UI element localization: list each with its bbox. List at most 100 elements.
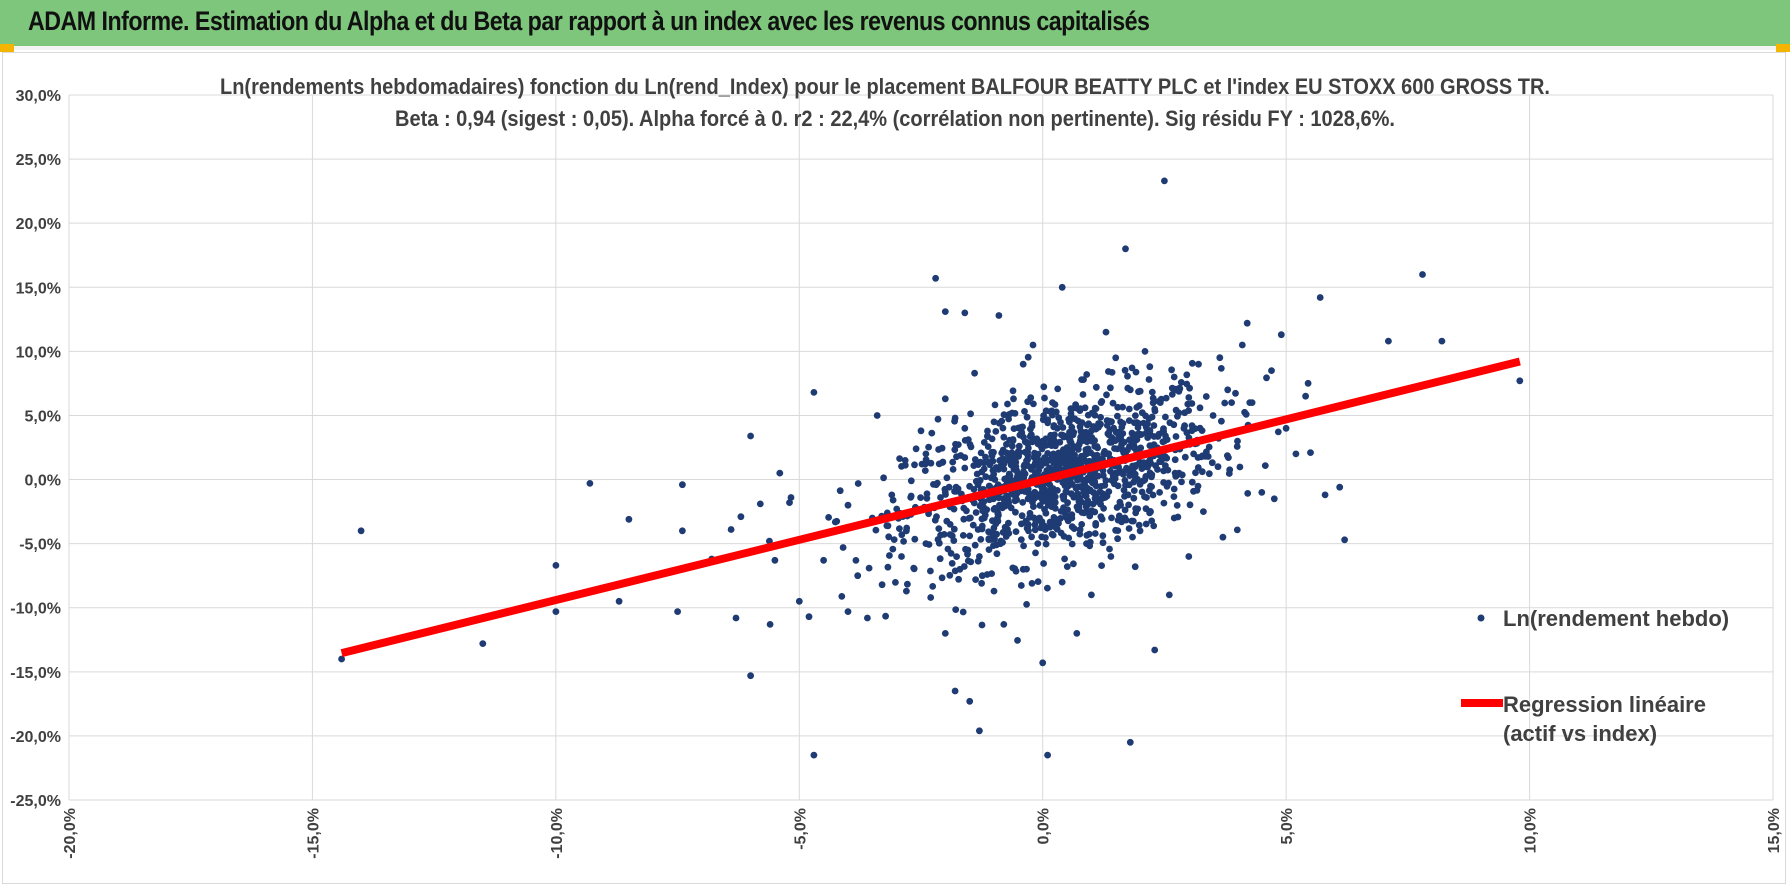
scatter-point — [990, 542, 997, 549]
scatter-point — [1178, 471, 1186, 479]
scatter-point — [805, 613, 813, 621]
scatter-point — [903, 587, 910, 595]
scatter-point — [1005, 501, 1012, 509]
scatter-point — [1091, 437, 1098, 444]
scatter-point — [625, 515, 633, 523]
scatter-point — [935, 460, 943, 468]
scatter-point — [1221, 399, 1229, 407]
scatter-point — [986, 461, 994, 469]
scatter-point — [1188, 478, 1196, 486]
scatter-point — [1147, 482, 1154, 490]
scatter-point — [1130, 487, 1138, 494]
scatter-point — [1126, 738, 1134, 746]
scatter-point — [1059, 424, 1067, 431]
scatter-point — [1112, 354, 1120, 362]
scatter-point — [1067, 410, 1075, 418]
scatter-point — [978, 579, 985, 587]
legend-label-scatter: Ln(rendement hebdo) — [1503, 606, 1729, 631]
scatter-point — [1018, 512, 1026, 520]
scatter-point — [896, 525, 903, 532]
scatter-point — [1341, 536, 1348, 544]
scatter-point — [904, 580, 911, 588]
page-title: ADAM Informe. Estimation du Alpha et du … — [28, 6, 1150, 36]
scatter-point — [882, 612, 889, 620]
scatter-point — [1067, 405, 1075, 412]
scatter-point — [1119, 470, 1127, 478]
scatter-point — [985, 546, 993, 553]
y-tick-label: 20,0% — [16, 216, 61, 233]
scatter-point — [1141, 493, 1148, 500]
scatter-point — [1174, 513, 1182, 521]
scatter-point — [1131, 563, 1139, 571]
scatter-point — [927, 594, 935, 601]
scatter-point — [976, 727, 983, 735]
scatter-point — [1115, 512, 1123, 520]
scatter-point — [922, 450, 930, 458]
scatter-point — [776, 469, 784, 477]
scatter-point — [982, 473, 990, 481]
y-tick-label: -25,0% — [10, 793, 61, 810]
scatter-point — [1156, 489, 1163, 496]
scatter-point — [990, 418, 998, 426]
y-tick-label: 15,0% — [16, 280, 61, 297]
scatter-point — [1078, 475, 1085, 483]
scatter-point — [884, 522, 892, 530]
y-tick-label: -15,0% — [10, 665, 61, 682]
scatter-point — [1005, 415, 1012, 423]
scatter-point — [1216, 354, 1224, 362]
scatter-point — [934, 415, 942, 423]
scatter-point — [967, 410, 974, 418]
scatter-point — [1304, 379, 1312, 387]
scatter-point — [338, 655, 345, 663]
scatter-point — [889, 496, 897, 504]
scatter-point — [927, 567, 934, 575]
x-tick-label: 0,0% — [1036, 808, 1053, 844]
scatter-point — [1102, 477, 1110, 484]
scatter-point — [1115, 463, 1122, 471]
scatter-point — [1130, 494, 1138, 502]
scatter-point — [978, 525, 986, 533]
scatter-point — [1307, 449, 1314, 456]
scatter-point — [1202, 393, 1210, 400]
scatter-point — [917, 427, 925, 435]
scatter-point — [852, 557, 860, 564]
scatter-point — [901, 457, 909, 464]
scatter-point — [771, 556, 779, 564]
scatter-point — [1004, 400, 1011, 408]
scatter-point — [1129, 533, 1136, 541]
scatter-point — [1282, 424, 1290, 432]
scatter-point — [1085, 530, 1093, 538]
scatter-point — [1049, 531, 1057, 539]
scatter-point — [1385, 337, 1392, 345]
scatter-point — [1017, 475, 1025, 482]
scatter-point — [1170, 485, 1178, 493]
scatter-point — [966, 441, 974, 448]
scatter-point — [1121, 366, 1129, 374]
scatter-point — [1121, 506, 1129, 514]
regression-line — [340, 357, 1521, 657]
scatter-point — [1066, 418, 1073, 426]
scatter-point — [1121, 493, 1128, 500]
scatter-point — [1321, 491, 1329, 499]
scatter-point — [1071, 451, 1078, 459]
scatter-point — [1034, 540, 1042, 547]
scatter-point — [971, 456, 979, 463]
y-tick-label: 30,0% — [16, 88, 61, 105]
scatter-point — [1021, 438, 1029, 446]
scatter-point — [1151, 646, 1159, 654]
scatter-point — [970, 462, 978, 469]
scatter-point — [1134, 475, 1141, 483]
scatter-point — [1134, 505, 1142, 513]
scatter-point — [972, 576, 979, 583]
scatter-point — [1198, 427, 1206, 434]
scatter-point — [1268, 367, 1275, 374]
scatter-point — [844, 501, 852, 509]
scatter-point — [1051, 505, 1059, 512]
scatter-point — [1217, 365, 1225, 372]
scatter-point — [1173, 502, 1181, 509]
scatter-point — [1185, 394, 1193, 401]
scatter-point — [1195, 360, 1202, 368]
scatter-point — [1209, 412, 1217, 419]
scatter-point — [990, 495, 997, 503]
scatter-point — [1092, 521, 1100, 529]
